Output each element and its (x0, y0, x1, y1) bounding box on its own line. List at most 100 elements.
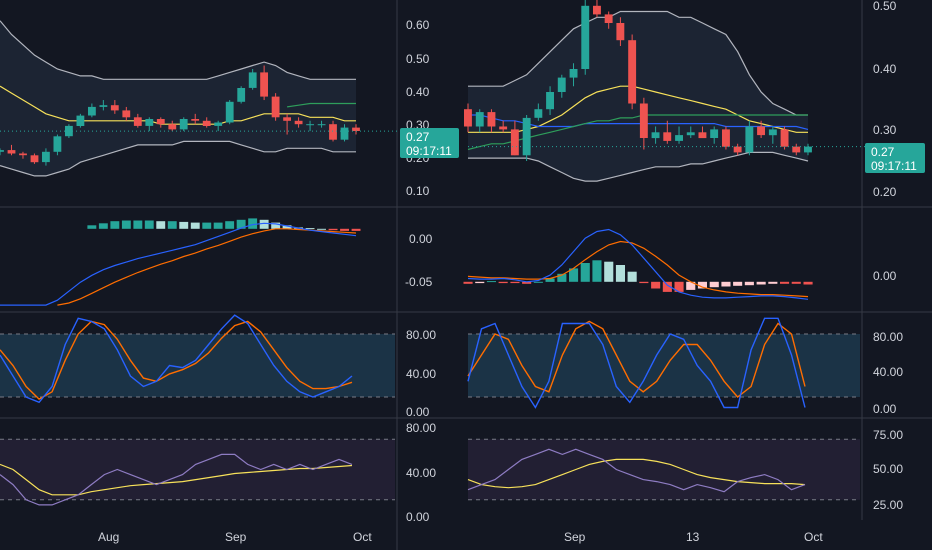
candle-body (593, 5, 601, 15)
left-price-tick: 0.40 (406, 85, 430, 99)
candle-body (522, 117, 531, 156)
candle-body (733, 146, 742, 153)
macd-histogram-bar (721, 281, 731, 287)
macd-histogram-bar (179, 221, 189, 229)
macd-histogram-bar (744, 281, 754, 286)
left-stoch-tick: 80.00 (406, 328, 436, 342)
candle-body (225, 101, 234, 123)
candle-body (745, 126, 754, 153)
candle-body (237, 88, 246, 102)
right-rsi-tick: 75.00 (873, 428, 903, 442)
macd-histogram-bar (768, 281, 778, 284)
moving-average-green (287, 102, 356, 108)
right-stoch-axis: 80.00 40.00 0.00 (873, 330, 903, 416)
macd-histogram-bar (498, 281, 508, 284)
candle-body (510, 129, 519, 156)
candle-body (352, 127, 360, 131)
macd-histogram-bar (475, 281, 485, 284)
right-price-tick: 0.30 (873, 123, 897, 137)
candle-body (122, 110, 131, 118)
candle-body (283, 117, 291, 121)
macd-histogram-bar (271, 222, 281, 229)
right-stoch-tick: 0.00 (873, 402, 897, 416)
candle-body (30, 155, 39, 163)
moving-average-yellow (0, 85, 356, 125)
macd-histogram-bar (340, 228, 349, 231)
macd-histogram-bar (662, 281, 672, 292)
right-rsi-axis: 75.00 50.00 25.00 (873, 428, 903, 512)
left-price-label-bg (400, 128, 459, 158)
macd-histogram-bar (522, 281, 532, 284)
candle-body (698, 132, 707, 139)
left-time-axis: Aug Sep Oct (98, 530, 372, 544)
macd-histogram-bar (259, 219, 269, 229)
macd-histogram-bar (756, 281, 766, 285)
candle-body (639, 103, 648, 138)
right-stoch-tick: 40.00 (873, 365, 903, 379)
candle-body (464, 109, 472, 127)
left-last-price-label: 0.27 09:17:11 (400, 128, 459, 158)
candle-body (191, 119, 200, 121)
macd-histogram-bar (674, 281, 684, 292)
macd-histogram-bar (463, 281, 473, 284)
candle-body (487, 112, 496, 127)
right-time-label: Oct (804, 530, 823, 544)
macd-histogram-bar (144, 220, 154, 229)
macd-histogram-bar (156, 221, 166, 229)
right-price-tick: 0.50 (873, 0, 897, 13)
candle-body (7, 150, 16, 154)
macd-histogram-bar (225, 221, 235, 229)
macd-histogram-bar (190, 222, 200, 229)
right-stoch-tick: 80.00 (873, 330, 903, 344)
left-countdown: 09:17:11 (406, 144, 452, 158)
stochastic-d-line (0, 320, 353, 400)
candle-body (214, 122, 223, 126)
left-stoch-axis: 80.00 40.00 0.00 (406, 328, 436, 419)
right-price-label-bg (865, 143, 925, 173)
macd-histogram-bar (604, 261, 614, 282)
macd-histogram-bar (615, 265, 625, 282)
macd-histogram-bar (557, 273, 567, 282)
macd-histogram-bar (98, 223, 108, 229)
candle-body (546, 92, 554, 110)
macd-histogram-bar (733, 281, 743, 286)
candle-body (76, 115, 85, 126)
macd-histogram-bar (110, 221, 120, 229)
candle-body (99, 105, 108, 107)
candle-body (53, 136, 62, 152)
macd-histogram-bar (317, 228, 326, 230)
macd-histogram-bar (133, 220, 143, 229)
candle-body (616, 23, 625, 41)
candle-body (329, 124, 337, 140)
candle-body (804, 146, 812, 153)
macd-histogram-bar (780, 281, 790, 284)
right-countdown: 09:17:11 (871, 159, 917, 173)
candle-body (792, 146, 801, 153)
candle-body (557, 77, 566, 92)
macd-histogram-bar (305, 228, 315, 230)
right-time-label: 13 (686, 530, 700, 544)
candle-body (768, 129, 777, 136)
candle-body (499, 126, 508, 130)
candle-body (581, 5, 590, 70)
candle-body (133, 117, 142, 126)
right-price-axis: 0.50 0.40 0.30 0.20 (873, 0, 897, 199)
macd-histogram-bar (697, 281, 707, 289)
stochastic-k-line (467, 317, 806, 409)
left-macd-tick: -0.05 (405, 275, 433, 289)
rsi-line (0, 453, 353, 506)
macd-histogram-bar (202, 222, 212, 229)
macd-histogram-bar (545, 278, 555, 282)
candle-body (202, 120, 211, 126)
left-rsi-tick: 40.00 (406, 466, 436, 480)
candle-body (710, 129, 719, 138)
macd-histogram-bar (686, 281, 696, 290)
candle-body (19, 153, 27, 156)
macd-histogram-bar (791, 281, 801, 284)
candle-body (475, 112, 484, 127)
macd-histogram-bar (533, 281, 543, 283)
bollinger-band-fill (0, 20, 356, 176)
macd-histogram-bar (351, 228, 361, 231)
candle-body (780, 129, 789, 147)
